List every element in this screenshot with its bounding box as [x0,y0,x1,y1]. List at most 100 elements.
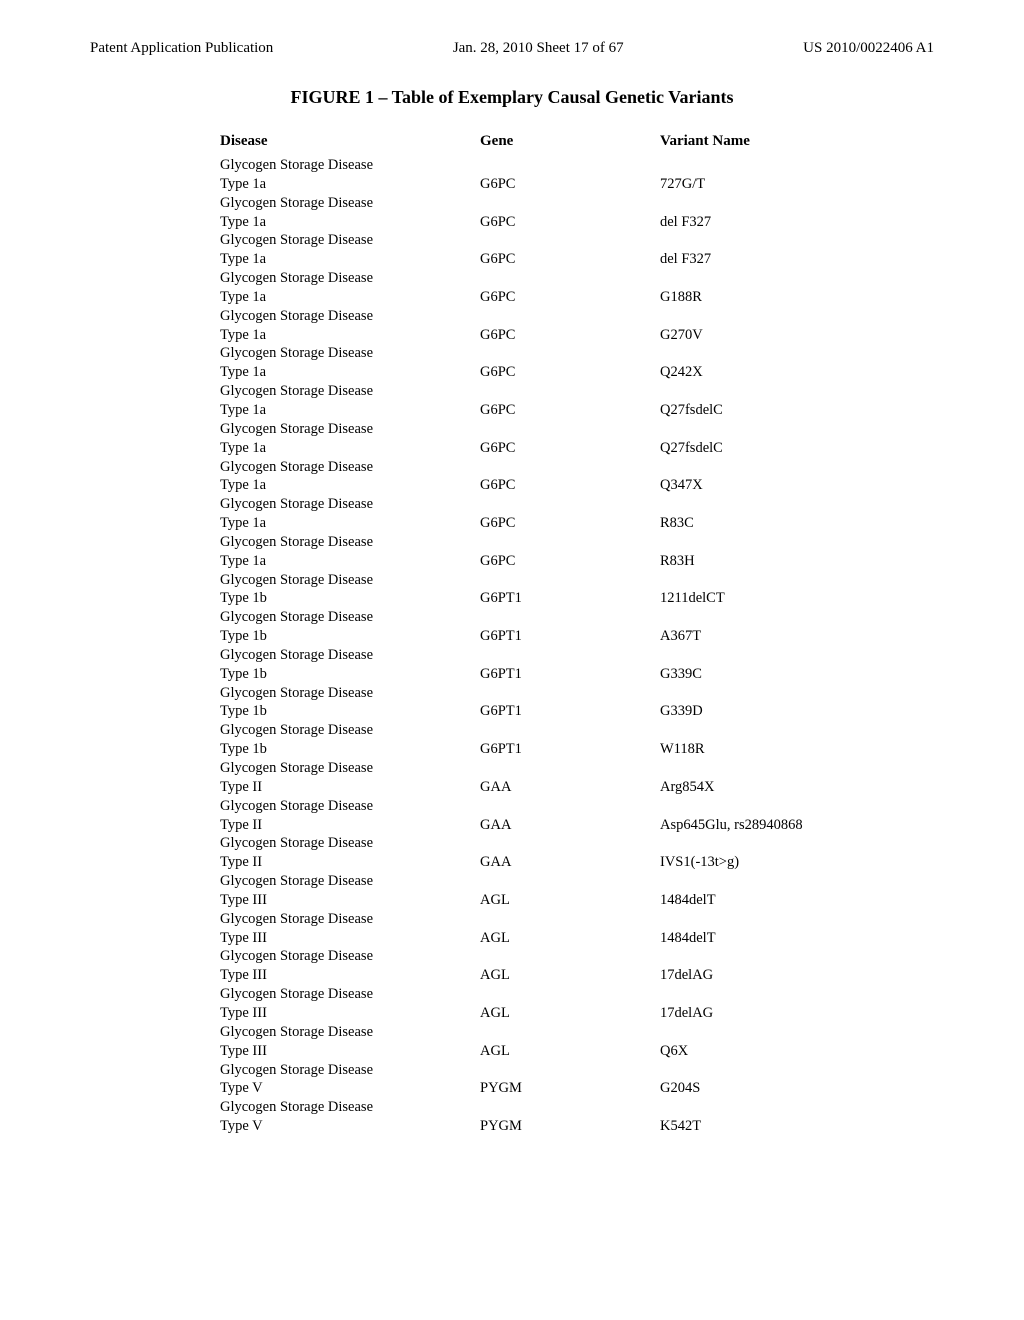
variant-cell: 727G/T [660,156,894,194]
gene-cell: G6PT1 [480,571,660,609]
gene-cell: GAA [480,797,660,835]
gene-cell: G6PC [480,344,660,382]
table-row: Glycogen Storage DiseaseType 1bG6PT11211… [220,571,894,609]
disease-cell: Glycogen Storage DiseaseType 1a [220,382,480,420]
gene-cell: G6PC [480,194,660,232]
disease-line2: Type 1a [220,514,480,533]
disease-cell: Glycogen Storage DiseaseType 1b [220,646,480,684]
disease-cell: Glycogen Storage DiseaseType 1a [220,458,480,496]
disease-cell: Glycogen Storage DiseaseType 1a [220,194,480,232]
header-left: Patent Application Publication [90,40,273,57]
disease-line1: Glycogen Storage Disease [220,495,480,514]
table-row: Glycogen Storage DiseaseType IIIAGL1484d… [220,910,894,948]
disease-line1: Glycogen Storage Disease [220,759,480,778]
variant-cell: G188R [660,269,894,307]
variant-cell: del F327 [660,194,894,232]
col-header-gene: Gene [480,133,660,150]
gene-cell: G6PC [480,269,660,307]
variant-cell: R83C [660,495,894,533]
disease-cell: Glycogen Storage DiseaseType II [220,759,480,797]
disease-line1: Glycogen Storage Disease [220,1061,480,1080]
disease-cell: Glycogen Storage DiseaseType 1a [220,344,480,382]
disease-line1: Glycogen Storage Disease [220,872,480,891]
disease-cell: Glycogen Storage DiseaseType III [220,910,480,948]
gene-cell: GAA [480,834,660,872]
disease-cell: Glycogen Storage DiseaseType II [220,834,480,872]
gene-cell: G6PT1 [480,608,660,646]
variant-cell: G339C [660,646,894,684]
table-row: Glycogen Storage DiseaseType 1aG6PCdel F… [220,194,894,232]
disease-line1: Glycogen Storage Disease [220,1098,480,1117]
table-row: Glycogen Storage DiseaseType IIIAGL1484d… [220,872,894,910]
gene-cell: G6PC [480,231,660,269]
variant-cell: G339D [660,684,894,722]
variant-cell: K542T [660,1098,894,1136]
gene-cell: AGL [480,910,660,948]
disease-line1: Glycogen Storage Disease [220,344,480,363]
disease-line1: Glycogen Storage Disease [220,684,480,703]
gene-cell: G6PT1 [480,646,660,684]
variant-cell: Q27fsdelC [660,420,894,458]
disease-cell: Glycogen Storage DiseaseType 1a [220,495,480,533]
disease-line1: Glycogen Storage Disease [220,947,480,966]
disease-line1: Glycogen Storage Disease [220,307,480,326]
disease-cell: Glycogen Storage DiseaseType V [220,1098,480,1136]
table-row: Glycogen Storage DiseaseType VPYGMK542T [220,1098,894,1136]
disease-line2: Type 1a [220,552,480,571]
variant-cell: 17delAG [660,947,894,985]
gene-cell: G6PC [480,156,660,194]
table-row: Glycogen Storage DiseaseType 1aG6PCG270V [220,307,894,345]
variant-cell: IVS1(-13t>g) [660,834,894,872]
disease-line2: Type III [220,966,480,985]
gene-cell: G6PT1 [480,721,660,759]
variant-cell: 17delAG [660,985,894,1023]
table-row: Glycogen Storage DiseaseType 1bG6PT1G339… [220,646,894,684]
gene-cell: G6PC [480,382,660,420]
col-header-variant: Variant Name [660,133,894,150]
gene-cell: G6PC [480,307,660,345]
disease-cell: Glycogen Storage DiseaseType 1b [220,721,480,759]
table-row: Glycogen Storage DiseaseType 1bG6PT1W118… [220,721,894,759]
disease-cell: Glycogen Storage DiseaseType 1a [220,231,480,269]
table-row: Glycogen Storage DiseaseType IIGAAIVS1(-… [220,834,894,872]
variant-cell: 1211delCT [660,571,894,609]
disease-line1: Glycogen Storage Disease [220,1023,480,1042]
gene-cell: G6PC [480,533,660,571]
disease-line2: Type 1a [220,476,480,495]
gene-cell: G6PC [480,420,660,458]
variant-cell: 1484delT [660,910,894,948]
table-row: Glycogen Storage DiseaseType 1aG6PCdel F… [220,231,894,269]
disease-line2: Type 1b [220,627,480,646]
variant-cell: Q347X [660,458,894,496]
table-row: Glycogen Storage DiseaseType IIGAAArg854… [220,759,894,797]
table-row: Glycogen Storage DiseaseType 1aG6PCQ27fs… [220,382,894,420]
variant-cell: W118R [660,721,894,759]
disease-line1: Glycogen Storage Disease [220,721,480,740]
gene-cell: G6PT1 [480,684,660,722]
disease-line2: Type 1b [220,589,480,608]
page-header: Patent Application Publication Jan. 28, … [90,40,934,57]
disease-cell: Glycogen Storage DiseaseType 1a [220,156,480,194]
table-row: Glycogen Storage DiseaseType IIIAGLQ6X [220,1023,894,1061]
disease-cell: Glycogen Storage DiseaseType 1a [220,269,480,307]
table-row: Glycogen Storage DiseaseType IIGAAAsp645… [220,797,894,835]
gene-cell: G6PC [480,458,660,496]
disease-line2: Type 1a [220,439,480,458]
disease-line1: Glycogen Storage Disease [220,420,480,439]
variant-cell: 1484delT [660,872,894,910]
header-center: Jan. 28, 2010 Sheet 17 of 67 [453,40,624,57]
disease-line2: Type 1a [220,175,480,194]
gene-cell: AGL [480,947,660,985]
disease-line2: Type V [220,1117,480,1136]
disease-line2: Type 1a [220,213,480,232]
disease-line2: Type 1b [220,665,480,684]
gene-cell: AGL [480,872,660,910]
disease-line1: Glycogen Storage Disease [220,910,480,929]
table-row: Glycogen Storage DiseaseType 1bG6PT1A367… [220,608,894,646]
disease-line1: Glycogen Storage Disease [220,156,480,175]
disease-line1: Glycogen Storage Disease [220,231,480,250]
variant-cell: Q6X [660,1023,894,1061]
disease-line1: Glycogen Storage Disease [220,269,480,288]
disease-cell: Glycogen Storage DiseaseType 1b [220,608,480,646]
gene-cell: G6PC [480,495,660,533]
